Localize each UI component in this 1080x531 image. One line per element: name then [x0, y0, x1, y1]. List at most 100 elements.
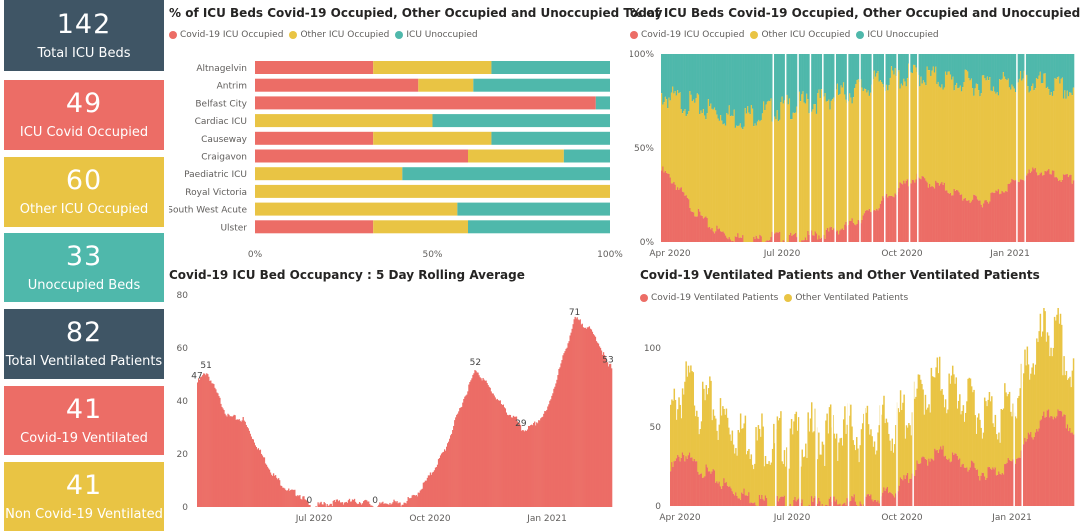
area-bar [900, 54, 903, 84]
area-bar [932, 186, 935, 242]
data-bar [297, 495, 299, 507]
kpi-card[interactable]: 41 Non Covid-19 Ventilated [4, 462, 164, 531]
data-bar [256, 449, 259, 507]
legend-item[interactable]: Other ICU Occupied [289, 30, 389, 40]
data-bar [509, 414, 512, 507]
area-bar [825, 54, 828, 102]
area-bar [984, 54, 986, 79]
data-bar [264, 463, 267, 507]
legend-item[interactable]: Covid-19 ICU Occupied [169, 30, 283, 40]
legend-item[interactable]: Covid-19 Ventilated Patients [640, 293, 778, 303]
data-bar [406, 501, 408, 507]
stack-bar [780, 496, 782, 506]
area-bar [872, 210, 874, 242]
area-bar [965, 70, 968, 201]
area-bar [830, 226, 833, 242]
stack-bar [893, 497, 896, 506]
legend-item[interactable]: Other Ventilated Patients [784, 293, 908, 303]
data-bar [429, 472, 432, 507]
stack-bar [934, 377, 936, 449]
area-bar [968, 200, 970, 242]
area-bar [1019, 54, 1022, 72]
bar-segment [255, 96, 596, 110]
area-bar [828, 99, 830, 232]
area-bar [707, 99, 710, 228]
area-bar [694, 216, 696, 242]
area-bar [796, 54, 798, 107]
area-bar [661, 93, 663, 171]
stack-bar [1046, 410, 1049, 506]
area-bar [1054, 177, 1056, 242]
legend-item[interactable]: ICU Unoccupied [395, 30, 478, 40]
data-bar [570, 332, 572, 507]
area-bar [960, 194, 963, 242]
data-bar [242, 417, 244, 507]
area-bar [692, 54, 695, 100]
area-bar [803, 240, 806, 242]
data-bar [390, 504, 392, 507]
kpi-card[interactable]: 33 Unoccupied Beds [4, 233, 164, 302]
stack-bar [906, 427, 909, 473]
stack-bar [1034, 432, 1037, 506]
kpi-card[interactable]: 60 Other ICU Occupied [4, 157, 164, 227]
area-bar [1045, 54, 1048, 89]
area-bar [769, 239, 771, 242]
area-bar [1037, 79, 1039, 176]
data-bar [563, 353, 565, 507]
area-bar [740, 127, 743, 238]
kpi-card[interactable]: 41 Covid-19 Ventilated [4, 386, 164, 455]
stack-bar [962, 405, 965, 464]
data-bar [481, 380, 483, 507]
stack-bar [711, 471, 713, 506]
stack-bar [924, 458, 927, 506]
area-bar [885, 54, 888, 85]
data-bar [227, 413, 229, 507]
y-tick-label: 100 [644, 344, 661, 354]
area-bar [991, 91, 994, 193]
area-bar [959, 194, 962, 242]
x-tick-label: Apr 2020 [659, 513, 701, 523]
area-bar [702, 54, 705, 110]
data-label: 71 [569, 308, 580, 318]
area-bar [941, 54, 943, 85]
area-bar [835, 231, 838, 242]
legend-item[interactable]: ICU Unoccupied [856, 30, 939, 40]
kpi-card[interactable]: 142 Total ICU Beds [4, 0, 164, 71]
stack-bar [846, 424, 849, 499]
area-bar [735, 237, 738, 242]
stack-bar [1002, 474, 1005, 506]
stack-bar [829, 404, 832, 497]
area-bar [818, 89, 820, 236]
stack-bar [986, 477, 988, 506]
area-bar [663, 54, 665, 103]
area-bar [669, 54, 672, 101]
data-bar [600, 350, 603, 507]
gap-line [1021, 348, 1023, 506]
legend-dot-icon [856, 31, 865, 39]
legend-item[interactable]: Other ICU Occupied [750, 30, 850, 40]
data-bar [220, 403, 222, 507]
data-bar [333, 499, 335, 507]
area-bar [1001, 190, 1004, 242]
legend-item[interactable]: Covid-19 ICU Occupied [630, 30, 744, 40]
area-bar [1011, 84, 1013, 179]
kpi-label: Non Covid-19 Ventilated [5, 506, 163, 522]
kpi-card[interactable]: 49 ICU Covid Occupied [4, 80, 164, 150]
stack-bar [750, 454, 753, 503]
area-bar [707, 227, 710, 242]
data-bar [346, 502, 349, 507]
data-bar [441, 452, 444, 507]
area-bar [849, 54, 851, 94]
stack-bar [671, 462, 673, 506]
area-bar [863, 88, 866, 214]
area-bar [829, 227, 831, 242]
area-bar [999, 54, 1001, 80]
kpi-card[interactable]: 82 Total Ventilated Patients [4, 309, 164, 379]
area-bar [729, 116, 732, 240]
area-bar [804, 237, 807, 242]
area-bar [1013, 54, 1016, 89]
data-bar [260, 453, 263, 507]
stack-bar [876, 501, 878, 506]
area-bar [1018, 78, 1021, 183]
area-bar [866, 54, 868, 93]
